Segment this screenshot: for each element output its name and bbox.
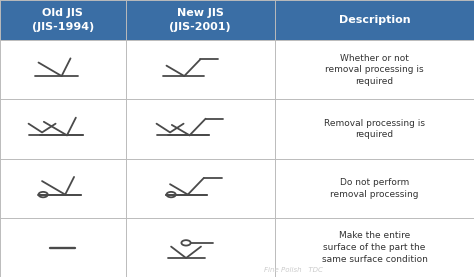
- Text: Do not perform
removal processing: Do not perform removal processing: [330, 178, 419, 199]
- Bar: [126, 159, 275, 218]
- Bar: [275, 218, 474, 277]
- Bar: [275, 40, 474, 99]
- Bar: [275, 99, 474, 159]
- Bar: [126, 99, 275, 159]
- Bar: [0, 40, 126, 99]
- Text: Description: Description: [338, 15, 410, 25]
- Bar: [0, 218, 126, 277]
- Bar: [275, 159, 474, 218]
- Text: Old JIS
(JIS-1994): Old JIS (JIS-1994): [32, 9, 94, 32]
- Bar: [275, 0, 474, 40]
- Bar: [0, 0, 126, 40]
- Text: Fine Polish   TDC: Fine Polish TDC: [264, 267, 323, 273]
- Bar: [126, 218, 275, 277]
- Bar: [0, 99, 126, 159]
- Text: New JIS
(JIS-2001): New JIS (JIS-2001): [169, 9, 231, 32]
- Text: Removal processing is
required: Removal processing is required: [324, 119, 425, 140]
- Bar: [0, 159, 126, 218]
- Text: Whether or not
removal processing is
required: Whether or not removal processing is req…: [325, 53, 424, 86]
- Bar: [126, 40, 275, 99]
- Text: Make the entire
surface of the part the
same surface condition: Make the entire surface of the part the …: [321, 231, 428, 264]
- Bar: [126, 0, 275, 40]
